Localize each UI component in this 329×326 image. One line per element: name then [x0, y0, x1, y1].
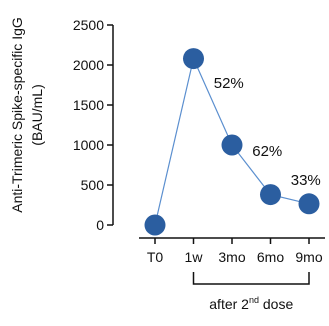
- bracket-label-suffix: dose: [259, 296, 293, 312]
- x-tick-label: 9mo: [295, 249, 322, 265]
- data-point: [298, 193, 320, 215]
- y-tick-label: 0: [96, 217, 104, 233]
- y-tick-label: 2500: [73, 17, 104, 33]
- percent-annotation: 62%: [252, 143, 282, 160]
- axes: 0 500 1000 1500 2000 2500 T0 1w 3mo 6mo 9mo: [73, 17, 325, 265]
- annotations: 52% 62% 33%: [214, 75, 321, 189]
- series: [144, 48, 320, 236]
- bracket-label: after 2nd dose: [209, 295, 293, 312]
- y-tick-label: 2000: [73, 57, 104, 73]
- y-axis-title-line2: (BAU/mL): [29, 84, 45, 145]
- data-point: [260, 184, 281, 206]
- bracket-label-prefix: after 2: [209, 296, 249, 312]
- y-axis-title-line1: Anti-Trimeric Spike-specific IgG: [9, 17, 25, 213]
- percent-annotation: 33%: [291, 172, 321, 189]
- y-tick-label: 1500: [73, 97, 104, 113]
- data-point: [183, 48, 204, 70]
- x-tick-label: 6mo: [257, 249, 284, 265]
- bracket-note: after 2nd dose: [192, 272, 310, 312]
- data-point: [221, 134, 243, 156]
- x-tick-label: T0: [147, 249, 164, 265]
- x-tick-label: 3mo: [218, 249, 245, 265]
- data-point: [144, 214, 166, 236]
- y-tick-label: 1000: [73, 137, 104, 153]
- y-tick-label: 500: [81, 177, 105, 193]
- bracket-line: [192, 272, 310, 285]
- percent-annotation: 52%: [214, 75, 244, 92]
- bracket-label-superscript: nd: [249, 295, 259, 305]
- x-tick-label: 1w: [185, 249, 204, 265]
